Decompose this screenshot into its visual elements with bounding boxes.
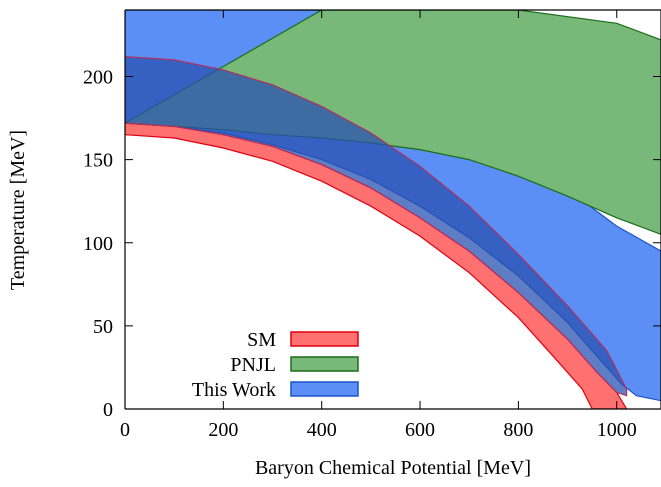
y-tick-label: 150 bbox=[83, 150, 113, 172]
x-tick-label: 800 bbox=[503, 419, 533, 441]
y-tick-label: 0 bbox=[103, 399, 113, 421]
y-tick-label: 200 bbox=[83, 67, 113, 89]
legend-label-sm: SM bbox=[247, 329, 276, 351]
band-overlap bbox=[125, 55, 628, 397]
y-tick-label: 50 bbox=[93, 316, 113, 338]
legend-swatch-sm bbox=[290, 331, 359, 347]
x-tick-label: 200 bbox=[208, 419, 238, 441]
x-tick-label: 1000 bbox=[597, 419, 637, 441]
legend-label-pnjl: PNJL bbox=[230, 354, 276, 376]
band-layer bbox=[125, 10, 661, 409]
legend-swatch-this-work bbox=[290, 381, 359, 397]
tick-layer: 0 200 400 600 800 1000 0 50 100 150 200 bbox=[83, 10, 661, 441]
legend: SM PNJL This Work bbox=[192, 329, 359, 401]
x-tick-label: 600 bbox=[405, 419, 435, 441]
y-axis-title: Temperature [MeV] bbox=[7, 130, 29, 290]
legend-swatch-pnjl bbox=[290, 356, 359, 372]
x-tick-label: 0 bbox=[120, 419, 130, 441]
x-axis-title: Baryon Chemical Potential [MeV] bbox=[255, 457, 531, 479]
x-tick-label: 400 bbox=[307, 419, 337, 441]
y-tick-label: 100 bbox=[83, 233, 113, 255]
legend-label-this-work: This Work bbox=[192, 379, 276, 401]
